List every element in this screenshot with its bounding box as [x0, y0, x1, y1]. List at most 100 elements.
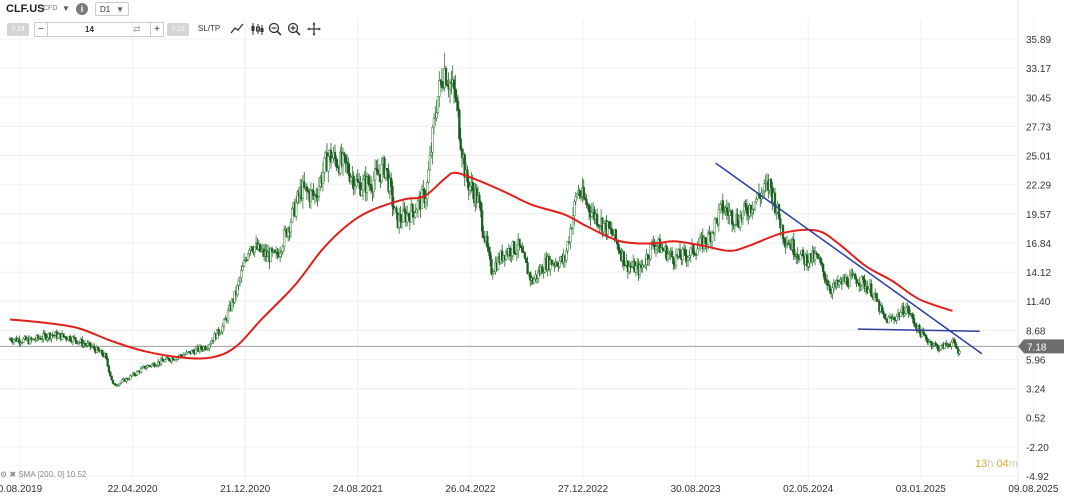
decrease-volume-button[interactable]: −	[35, 23, 48, 36]
candle-body	[682, 248, 686, 251]
candle-body	[376, 169, 379, 176]
candle-body	[602, 223, 605, 233]
candle-body	[192, 350, 195, 352]
candle-body	[186, 351, 190, 353]
candle-body	[356, 179, 359, 183]
price-axis[interactable]: 35.89 33.17 30.45 27.73 25.01 22.29 19.57 16.84…	[1026, 35, 1051, 483]
candle-body	[541, 266, 544, 274]
chart-settings-icon[interactable]: ⚙ ✖	[0, 470, 19, 479]
candle-body	[153, 363, 156, 367]
candle-body	[717, 209, 720, 225]
candle-body	[665, 246, 668, 260]
candle-body	[590, 212, 593, 218]
candle-body	[884, 318, 888, 320]
candle-body	[513, 241, 516, 254]
line-chart-icon[interactable]	[230, 22, 244, 36]
indicator-legend[interactable]: ⚙ ✖ SMA [200, 0] 10.52	[0, 470, 86, 479]
crosshair-icon[interactable]	[307, 22, 321, 36]
info-icon[interactable]: i	[76, 3, 88, 15]
swap-icon[interactable]: ⇄	[133, 24, 141, 34]
candle-body	[258, 243, 262, 252]
candle-body	[155, 364, 159, 367]
zoom-in-icon[interactable]	[287, 22, 301, 36]
increase-volume-button[interactable]: +	[150, 23, 163, 36]
candle-body	[10, 338, 13, 342]
candle-body	[276, 251, 279, 255]
symbol-label[interactable]: CLF.US	[6, 3, 45, 15]
candle-body	[706, 232, 710, 245]
candle-body	[373, 168, 377, 181]
price-tick-label: 11.40	[1026, 297, 1051, 308]
candle-body	[343, 152, 346, 156]
candle-body	[130, 375, 133, 377]
candle-body	[118, 382, 121, 386]
candle-body	[460, 149, 464, 159]
price-tick-label: 14.12	[1026, 268, 1051, 279]
sl-tp-button[interactable]: SL/TP	[198, 24, 221, 33]
trendlines[interactable]	[715, 162, 983, 355]
candle-body	[739, 215, 742, 228]
symbol-dropdown-icon[interactable]: ▼	[62, 4, 70, 13]
candle-body	[723, 211, 726, 214]
candle-body	[135, 371, 139, 376]
candle-body	[260, 250, 263, 252]
candle-body	[805, 254, 809, 267]
candle-body	[141, 366, 144, 369]
candle-body	[107, 365, 111, 373]
candle-body	[402, 208, 405, 223]
candle-body	[938, 349, 941, 351]
candle-countdown: 13h 04m	[975, 458, 1018, 470]
candle-body	[163, 359, 167, 363]
volume-value[interactable]: 14	[85, 25, 94, 34]
candle-body	[801, 249, 805, 257]
candle-body	[728, 211, 731, 216]
candle-body	[713, 218, 716, 234]
candle-body	[763, 183, 766, 192]
candle-body	[331, 158, 334, 163]
trendline-2[interactable]	[857, 328, 980, 332]
trendline-1[interactable]	[715, 162, 983, 355]
buy-price-button[interactable]: 7.22	[167, 23, 189, 36]
candle-body	[468, 185, 472, 191]
candle-body	[411, 204, 414, 213]
candle-body	[688, 255, 691, 258]
candle-body	[452, 79, 456, 90]
candle-body	[525, 258, 528, 263]
candle-body	[478, 195, 481, 203]
candle-body	[880, 305, 884, 312]
sell-price-button[interactable]: 7.14	[7, 23, 29, 36]
candle-body	[395, 207, 398, 214]
candle-body	[436, 96, 440, 113]
sma-legend-label[interactable]: SMA [200, 0] 10.52	[18, 470, 87, 479]
candle-body	[101, 350, 104, 356]
candle-body	[648, 258, 651, 261]
zoom-out-icon[interactable]	[268, 22, 282, 36]
candle-body	[335, 158, 338, 167]
candle-body	[384, 168, 387, 178]
timeframe-select[interactable]: D1 ▼	[95, 2, 129, 16]
candle-body	[357, 181, 361, 183]
candle-body	[930, 341, 933, 347]
candle-body	[937, 345, 940, 351]
candle-body	[456, 101, 460, 111]
price-series	[8, 52, 961, 388]
candle-body	[315, 194, 318, 197]
candle-body	[863, 279, 866, 289]
candles-icon[interactable]	[250, 22, 264, 36]
candle-body	[641, 264, 644, 269]
time-axis[interactable]: 0.08.2019 22.04.2020 21.12.2020 24.08.2021 2…	[0, 484, 1059, 495]
price-tick-label: 8.68	[1026, 326, 1046, 337]
candle-body	[71, 336, 75, 343]
candle-body	[375, 168, 378, 171]
candle-body	[618, 250, 622, 254]
candle-body	[210, 340, 214, 344]
candle-body	[150, 364, 153, 367]
candle-body	[848, 275, 852, 287]
candle-body	[658, 238, 662, 253]
candle-body	[725, 207, 728, 212]
candle-body	[105, 353, 108, 359]
candle-body	[831, 287, 834, 294]
volume-stepper[interactable]: − 14 ⇄ +	[34, 22, 164, 37]
candle-body	[301, 181, 305, 199]
